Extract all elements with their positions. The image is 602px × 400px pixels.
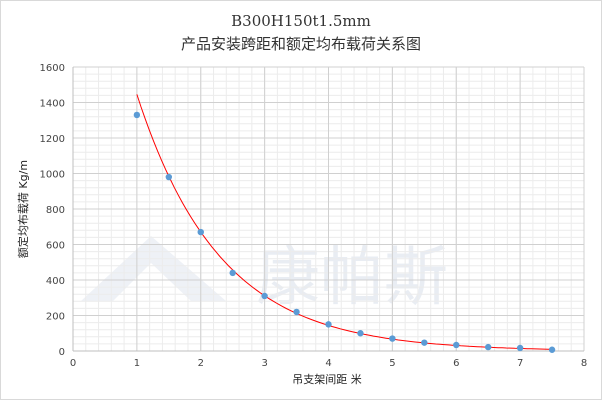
y-tick-label: 1000 (40, 170, 65, 181)
data-point (516, 344, 524, 352)
data-point (453, 341, 460, 349)
data-point (197, 228, 204, 236)
chart-title: B300H150t1.5mm (231, 12, 371, 30)
watermark-logo: 康帕斯 (81, 236, 448, 315)
data-point (293, 308, 300, 316)
y-tick-label: 400 (46, 276, 65, 287)
data-point (389, 335, 396, 342)
x-tick-label: 1 (134, 358, 140, 369)
x-tick-label: 5 (389, 358, 395, 369)
y-axis-label: 额定均布载荷 Kg/m (16, 160, 30, 258)
x-tick-label: 8 (581, 358, 587, 369)
trendline (136, 94, 553, 350)
grid (72, 66, 585, 352)
data-point (133, 111, 141, 119)
data-point (484, 343, 492, 351)
y-tick-label: 200 (46, 312, 65, 323)
data-point (325, 321, 332, 328)
y-tick-label: 1400 (40, 99, 65, 110)
data-point (261, 292, 268, 300)
watermark-logo-mark (81, 236, 226, 301)
y-tick-label: 1200 (40, 134, 65, 145)
data-points (133, 111, 556, 353)
x-tick-label: 7 (517, 358, 523, 369)
data-point (165, 173, 173, 181)
chart-subtitle: 产品安装跨距和额定均布载荷关系图 (181, 35, 421, 53)
axes: 0 1 2 3 4 5 6 7 8 0 200 400 600 800 1000 1200 1400 1600 (40, 63, 588, 369)
y-tick-label: 600 (46, 241, 65, 252)
y-tick-label: 800 (46, 205, 65, 216)
data-point (421, 339, 428, 346)
watermark-text: 康帕斯 (256, 241, 448, 315)
y-tick-label: 0 (59, 347, 65, 358)
x-tick-label: 4 (325, 358, 331, 369)
x-axis-label: 吊支架间距 米 (292, 373, 362, 386)
y-tick-label: 1600 (40, 63, 65, 74)
x-tick-label: 6 (453, 358, 459, 369)
x-tick-label: 2 (198, 358, 204, 369)
data-point (548, 346, 556, 353)
x-tick-label: 3 (261, 358, 267, 369)
data-point (357, 330, 364, 337)
x-tick-label: 0 (70, 358, 76, 369)
data-point (229, 269, 236, 277)
